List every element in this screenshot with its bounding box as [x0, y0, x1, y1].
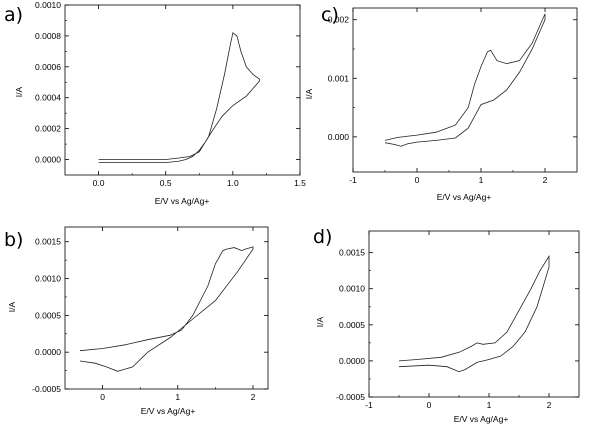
panel-label-a: a)	[4, 4, 23, 26]
x-tick-label-c: 2	[543, 175, 548, 185]
y-tick-label-a: 0.0008	[35, 31, 61, 41]
x-tick-label-c: 0	[415, 175, 420, 185]
x-tick-label-c: 1	[479, 175, 484, 185]
x-tick-label-b: 0	[100, 392, 105, 402]
cv-curve-a	[98, 32, 261, 163]
y-tick-label-a: 0.0000	[35, 155, 61, 165]
y-tick-label-c: 0.000	[328, 132, 350, 142]
chart-panel-a: a) I/A E/V vs Ag/Ag+ 0.0 0.5 1.0 1.5 0.0000 0…	[4, 0, 306, 206]
x-tick-label-a: 1.5	[294, 178, 306, 188]
x-axis-label-d: E/V vs Ag/Ag+	[454, 414, 509, 424]
y-tick-label-a: 0.0002	[35, 124, 61, 134]
x-axis-label-c: E/V vs Ag/Ag+	[437, 192, 492, 202]
chart-panel-c: c) I/A E/V vs Ag/Ag+ -1 0 1 2 0.000 0.001 0.00…	[304, 4, 578, 202]
y-axis-label-a: I/A	[14, 86, 24, 97]
y-tick-label-b: -0.0005	[32, 384, 61, 394]
x-tick-label-b: 1	[175, 392, 180, 402]
x-tick-label-d: 1	[487, 400, 492, 410]
y-axis-label-c: I/A	[304, 88, 314, 99]
panel-label-d: d)	[313, 226, 332, 248]
x-tick-label-d: 0	[427, 400, 432, 410]
x-tick-label-a: 0.0	[93, 178, 105, 188]
y-tick-label-a: 0.0004	[35, 93, 61, 103]
panel-label-b: b)	[4, 229, 23, 251]
y-tick-label-d: 0.0010	[339, 284, 365, 294]
x-tick-label-a: 1.0	[227, 178, 239, 188]
panel-label-c: c)	[321, 4, 339, 26]
y-tick-label-c: 0.001	[328, 73, 350, 83]
x-tick-label-d: 2	[547, 400, 552, 410]
x-tick-label-a: 0.5	[160, 178, 172, 188]
chart-panel-d: d) I/A E/V vs Ag/Ag+ -1 0 1 2 -0.0005 0.0000 0…	[313, 226, 580, 424]
plot-frame-c	[352, 7, 578, 173]
y-tick-label-a: 0.0010	[35, 0, 61, 10]
plot-frame-a	[64, 4, 301, 176]
y-tick-label-c: 0.002	[328, 15, 350, 25]
y-tick-label-d: 0.0000	[339, 356, 365, 366]
y-tick-label-d: -0.0005	[336, 392, 365, 402]
cv-curve-c	[384, 13, 546, 147]
x-tick-label-c: -1	[349, 175, 357, 185]
y-tick-label-d: 0.0015	[339, 248, 365, 258]
x-tick-label-b: 2	[251, 392, 256, 402]
plot-frame-d	[368, 230, 580, 398]
cv-curve-b	[79, 246, 254, 372]
y-tick-label-b: 0.0005	[35, 310, 61, 320]
y-axis-label-b: I/A	[7, 301, 17, 312]
y-axis-label-d: I/A	[315, 316, 325, 327]
x-tick-label-d: -1	[365, 400, 373, 410]
plot-frame-b	[64, 226, 269, 390]
y-tick-label-b: 0.0000	[35, 347, 61, 357]
chart-panel-b: b) I/A E/V vs Ag/Ag+ 0 1 2 -0.0005 0.0000 0.0…	[4, 226, 269, 416]
y-tick-label-b: 0.0010	[35, 274, 61, 284]
cv-curve-d	[398, 254, 550, 373]
x-axis-label-b: E/V vs Ag/Ag+	[141, 406, 196, 416]
y-tick-label-d: 0.0005	[339, 320, 365, 330]
x-axis-label-a: E/V vs Ag/Ag+	[155, 196, 210, 206]
y-tick-label-a: 0.0006	[35, 62, 61, 72]
y-tick-label-b: 0.0015	[35, 237, 61, 247]
